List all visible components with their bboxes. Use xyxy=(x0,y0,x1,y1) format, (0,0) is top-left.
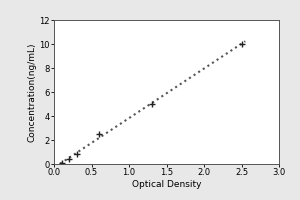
X-axis label: Optical Density: Optical Density xyxy=(132,180,201,189)
Y-axis label: Concentration(ng/mL): Concentration(ng/mL) xyxy=(28,42,37,142)
